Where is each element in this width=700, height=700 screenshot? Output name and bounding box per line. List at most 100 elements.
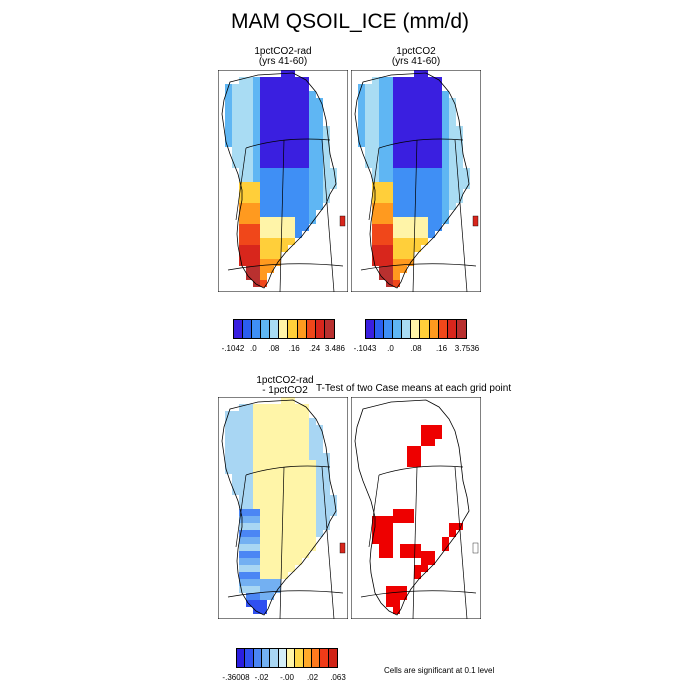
grid-cell	[281, 453, 288, 460]
grid-cell	[260, 175, 267, 182]
grid-cell	[274, 217, 281, 224]
grid-cell	[330, 509, 337, 516]
grid-cell	[421, 551, 428, 558]
colorbar-swatch	[278, 649, 287, 667]
grid-cell	[379, 161, 386, 168]
grid-cell	[421, 210, 428, 217]
grid-cell	[295, 77, 302, 84]
grid-cell	[288, 70, 295, 77]
grid-cell	[253, 91, 260, 98]
grid-cell	[386, 238, 393, 245]
grid-cell	[232, 84, 239, 91]
grid-cell	[246, 544, 253, 551]
grid-cell	[246, 460, 253, 467]
grid-cell	[442, 537, 449, 544]
grid-cell	[323, 126, 330, 133]
grid-cell	[274, 558, 281, 565]
grid-cell	[295, 182, 302, 189]
grid-cell	[225, 126, 232, 133]
grid-cell	[253, 133, 260, 140]
grid-cell	[267, 154, 274, 161]
grid-cell	[372, 84, 379, 91]
grid-cell	[393, 600, 400, 607]
grid-cell	[246, 425, 253, 432]
colorbar-swatch	[237, 649, 246, 667]
grid-cell	[274, 439, 281, 446]
meridian-line	[279, 139, 285, 292]
grid-cell	[281, 418, 288, 425]
grid-cell	[372, 231, 379, 238]
grid-cell	[414, 84, 421, 91]
grid-cell	[260, 245, 267, 252]
meridian-line	[235, 474, 247, 548]
grid-cell	[428, 168, 435, 175]
grid-cell	[281, 84, 288, 91]
grid-cell	[295, 224, 302, 231]
grid-cell	[267, 98, 274, 105]
grid-cell	[281, 446, 288, 453]
grid-cell	[274, 168, 281, 175]
grid-cell	[330, 182, 337, 189]
grid-cell	[246, 537, 253, 544]
grid-cell	[386, 140, 393, 147]
grid-cell	[372, 77, 379, 84]
parallel-line	[227, 590, 344, 598]
grid-cell	[421, 91, 428, 98]
grid-cell	[421, 168, 428, 175]
grid-cell	[239, 523, 246, 530]
grid-cell	[260, 84, 267, 91]
grid-cell	[309, 168, 316, 175]
grid-cell	[239, 481, 246, 488]
map-gridlines	[360, 138, 477, 292]
grid-cell	[435, 217, 442, 224]
grid-cell	[253, 105, 260, 112]
grid-cell	[449, 523, 456, 530]
grid-cell	[302, 119, 309, 126]
grid-cell	[379, 189, 386, 196]
grid-cell	[372, 91, 379, 98]
grid-cell	[267, 418, 274, 425]
grid-cell	[386, 210, 393, 217]
grid-cell	[253, 488, 260, 495]
grid-cell	[386, 161, 393, 168]
grid-cell	[309, 140, 316, 147]
grid-cell	[379, 266, 386, 273]
grid-cell	[281, 544, 288, 551]
grid-cell	[400, 203, 407, 210]
grid-cell	[260, 210, 267, 217]
grid-cell	[274, 182, 281, 189]
panel3-title-line2: - 1pctCO2	[262, 385, 308, 396]
grid-cell	[379, 105, 386, 112]
grid-cell	[393, 133, 400, 140]
colorbar-tick-label: .08	[410, 344, 422, 353]
grid-cell	[288, 189, 295, 196]
grid-cell	[288, 530, 295, 537]
grid-cell	[239, 105, 246, 112]
grid-cell	[456, 126, 463, 133]
colorbar-2-labels: -.1043 .0 .08 .16 3.7536	[354, 344, 480, 354]
grid-cell	[253, 530, 260, 537]
grid-cell	[274, 203, 281, 210]
grid-cell	[267, 126, 274, 133]
grid-cell	[407, 252, 414, 259]
grid-cell	[372, 210, 379, 217]
grid-cell	[421, 147, 428, 154]
grid-cell	[253, 112, 260, 119]
grid-cell	[302, 488, 309, 495]
grid-cell	[309, 98, 316, 105]
grid-cell	[309, 481, 316, 488]
grid-cell	[246, 600, 253, 607]
grid-cell	[246, 203, 253, 210]
grid-cell	[309, 196, 316, 203]
grid-cell	[302, 196, 309, 203]
grid-cell	[260, 182, 267, 189]
grid-cell	[239, 404, 246, 411]
grid-cell	[239, 467, 246, 474]
grid-cell	[288, 565, 295, 572]
grid-cell	[239, 182, 246, 189]
grid-cell	[393, 224, 400, 231]
grid-cell	[239, 133, 246, 140]
colorbar-tick-label: .063	[330, 673, 346, 682]
colorbar-swatch	[253, 649, 262, 667]
grid-cell	[316, 432, 323, 439]
